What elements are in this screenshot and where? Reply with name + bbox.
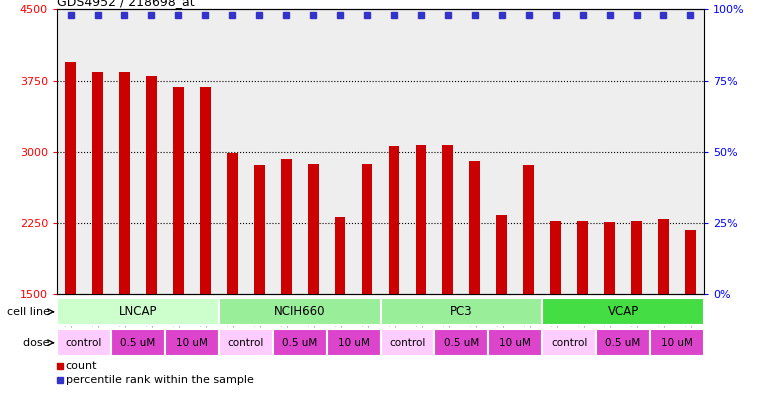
Text: 10 uM: 10 uM: [499, 338, 531, 348]
Bar: [57, 298, 219, 325]
Bar: [272, 329, 326, 356]
Bar: [389, 146, 400, 294]
Bar: [92, 72, 103, 294]
Bar: [57, 329, 111, 356]
Bar: [307, 164, 319, 294]
Text: PC3: PC3: [450, 305, 473, 318]
Bar: [165, 329, 219, 356]
Bar: [254, 165, 265, 294]
Bar: [380, 329, 435, 356]
Bar: [685, 230, 696, 294]
Bar: [227, 153, 237, 294]
Bar: [119, 72, 130, 294]
Bar: [470, 162, 480, 294]
Text: GDS4952 / 218698_at: GDS4952 / 218698_at: [57, 0, 195, 8]
Text: percentile rank within the sample: percentile rank within the sample: [65, 375, 253, 385]
Bar: [496, 215, 507, 294]
Text: control: control: [390, 338, 425, 348]
Bar: [658, 219, 669, 294]
Text: 10 uM: 10 uM: [176, 338, 208, 348]
Bar: [416, 145, 426, 294]
Text: control: control: [551, 338, 587, 348]
Bar: [219, 298, 380, 325]
Text: control: control: [66, 338, 102, 348]
Bar: [173, 87, 183, 294]
Text: LNCAP: LNCAP: [119, 305, 158, 318]
Bar: [524, 165, 534, 294]
Text: control: control: [228, 338, 264, 348]
Bar: [326, 329, 380, 356]
Bar: [650, 329, 704, 356]
Bar: [631, 221, 642, 294]
Bar: [335, 217, 345, 294]
Bar: [219, 329, 272, 356]
Text: 10 uM: 10 uM: [661, 338, 693, 348]
Bar: [111, 329, 165, 356]
Text: VCAP: VCAP: [607, 305, 638, 318]
Bar: [200, 87, 211, 294]
Bar: [550, 221, 561, 294]
Bar: [543, 298, 704, 325]
Bar: [604, 222, 615, 294]
Bar: [543, 329, 596, 356]
Bar: [361, 164, 372, 294]
Text: cell line: cell line: [7, 307, 53, 317]
Bar: [380, 298, 542, 325]
Bar: [435, 329, 489, 356]
Text: 0.5 uM: 0.5 uM: [120, 338, 155, 348]
Text: dose: dose: [24, 338, 53, 348]
Text: 10 uM: 10 uM: [338, 338, 370, 348]
Text: 0.5 uM: 0.5 uM: [282, 338, 317, 348]
Text: count: count: [65, 362, 97, 371]
Text: NCIH660: NCIH660: [274, 305, 326, 318]
Bar: [281, 160, 291, 294]
Bar: [578, 221, 588, 294]
Bar: [596, 329, 650, 356]
Text: 0.5 uM: 0.5 uM: [606, 338, 641, 348]
Bar: [489, 329, 542, 356]
Bar: [146, 76, 157, 294]
Bar: [442, 145, 454, 294]
Bar: [65, 62, 76, 294]
Text: 0.5 uM: 0.5 uM: [444, 338, 479, 348]
